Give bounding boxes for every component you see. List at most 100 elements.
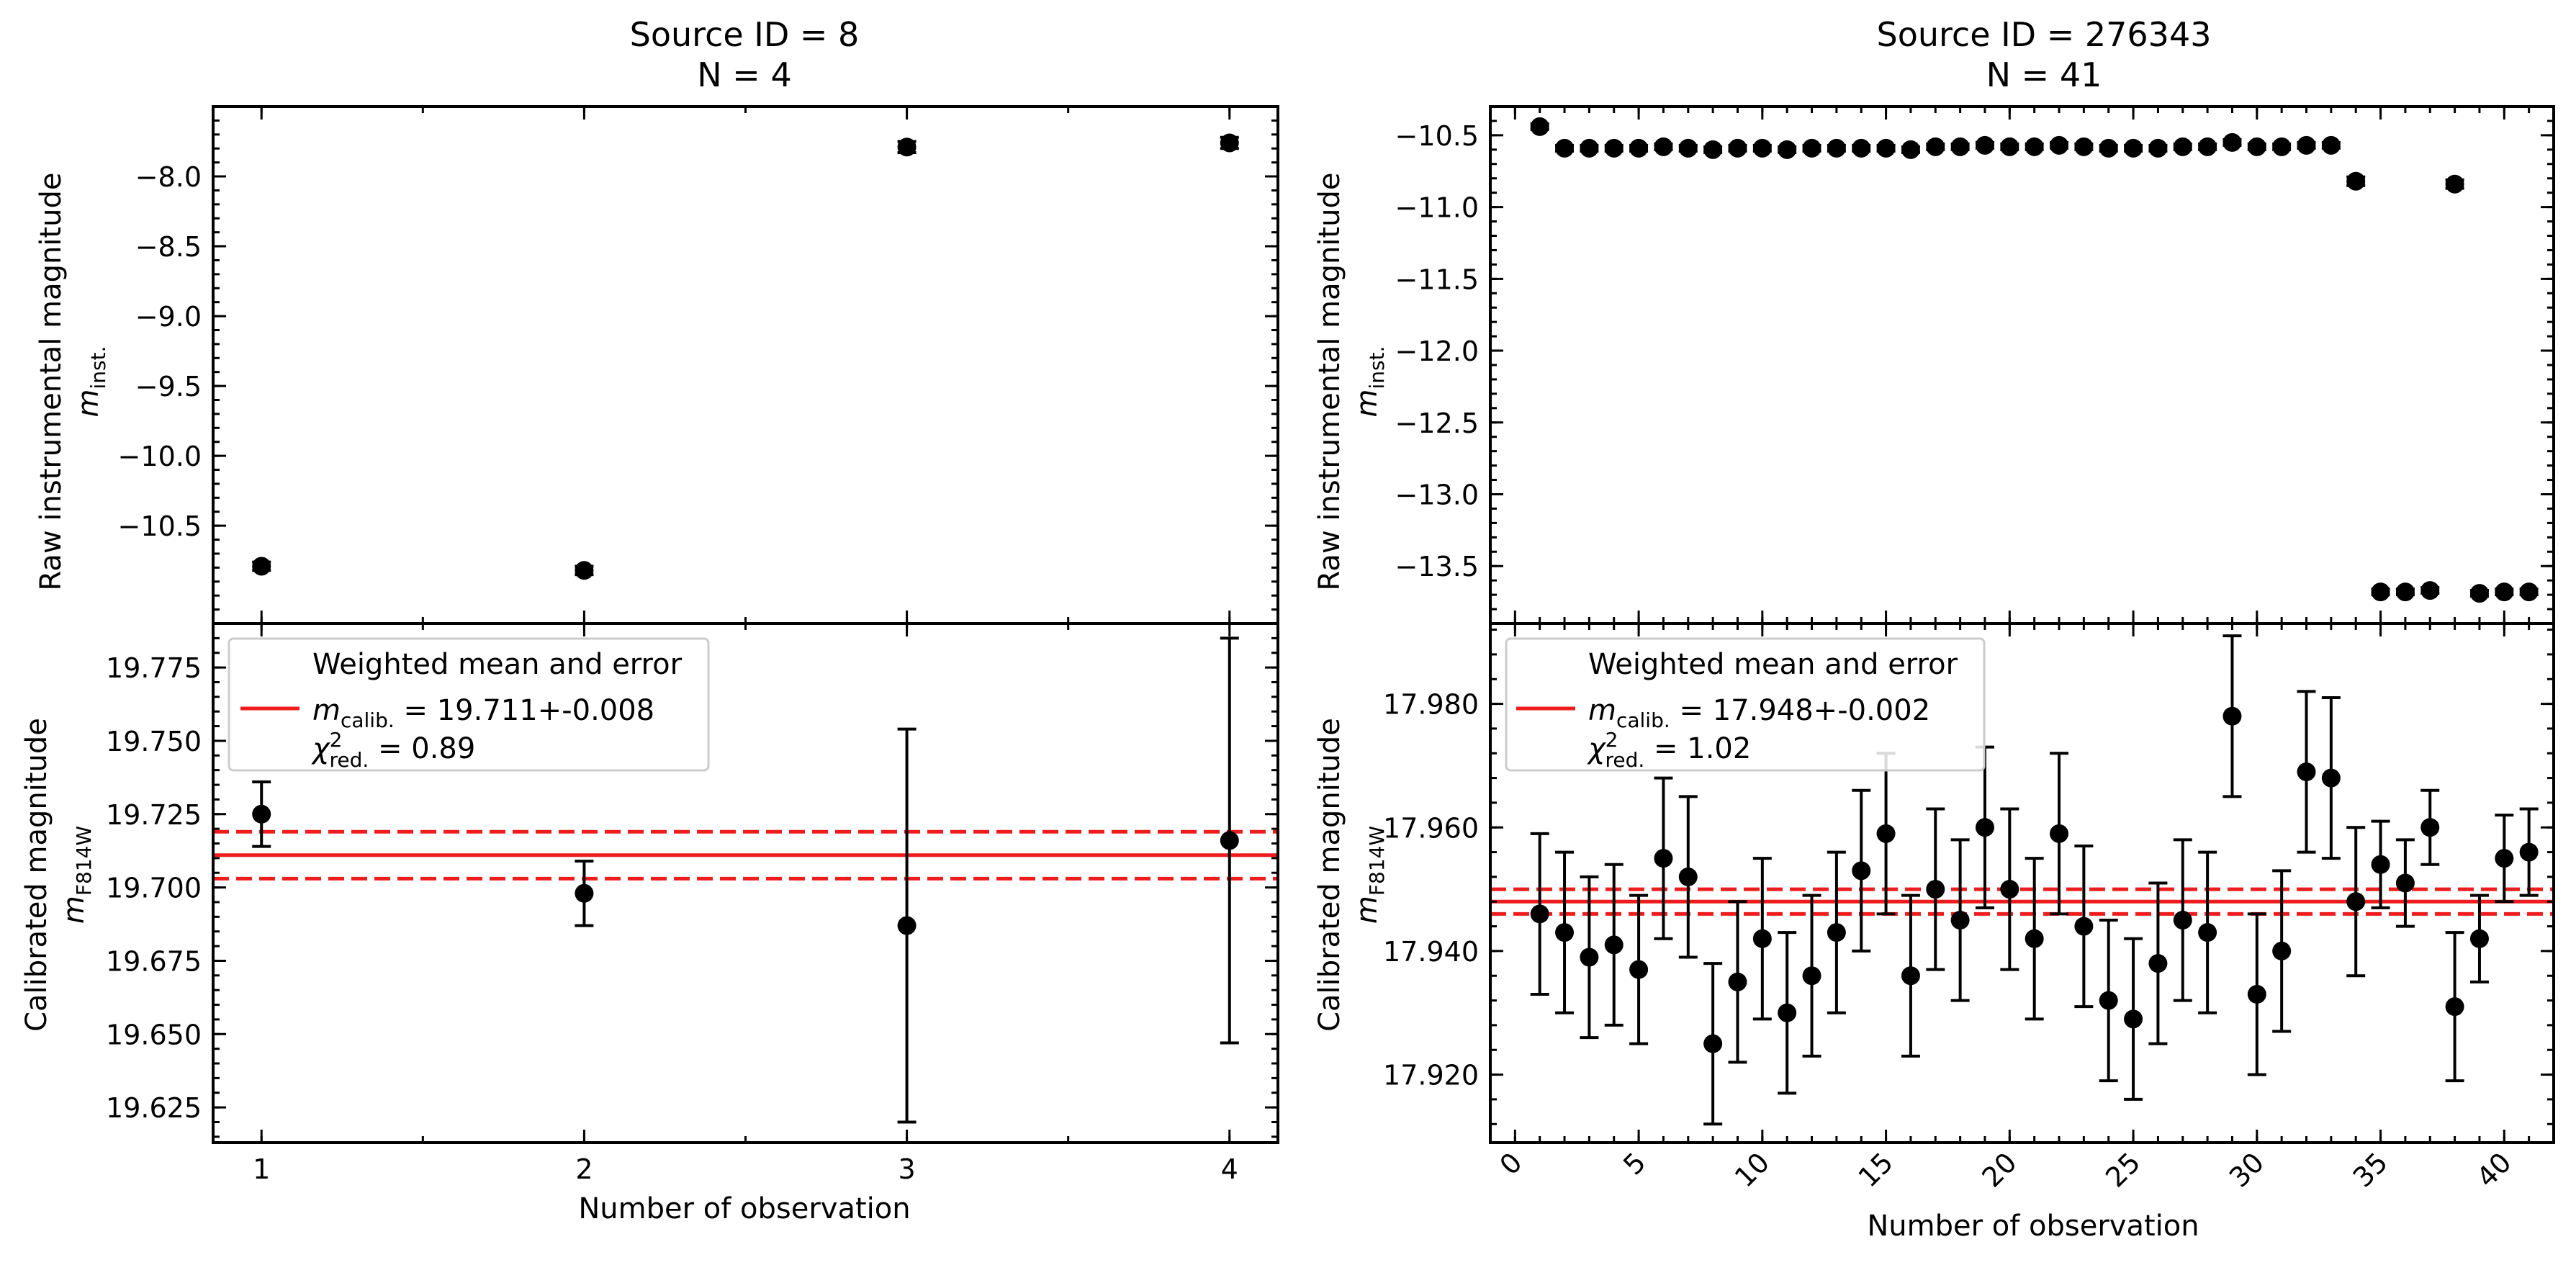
right-top-data-point bbox=[1852, 138, 1871, 158]
right-top-ylabel-line1: Raw instrumental magnitude bbox=[1313, 173, 1346, 591]
right-title-line1: Source ID = 276343 bbox=[1877, 15, 2212, 54]
right-legend: Weighted mean and error mcalib. = 17.948… bbox=[1505, 637, 1986, 772]
right-top-data-point bbox=[2321, 135, 2341, 155]
left-bottom-y-tick-label: 19.725 bbox=[106, 799, 202, 831]
right-top-data-point bbox=[2297, 135, 2316, 155]
right-top-data-point bbox=[1654, 137, 1673, 156]
right-bottom-data-point bbox=[2395, 873, 2415, 893]
right-bottom-data-point bbox=[2074, 917, 2094, 936]
right-bottom-data-point bbox=[2124, 1009, 2143, 1029]
right-bottom-data-point bbox=[1678, 867, 1698, 886]
right-bottom-data-point bbox=[1827, 923, 1846, 942]
left-bottom-x-tick-label: 2 bbox=[575, 1153, 593, 1185]
right-bottom-data-point bbox=[1580, 947, 1599, 967]
right-top-data-point bbox=[1950, 137, 1970, 156]
right-bottom-data-point bbox=[1555, 923, 1575, 942]
right-bottom-data-point bbox=[1728, 972, 1747, 991]
right-top-y-tick-label: −11.5 bbox=[1395, 264, 1479, 295]
left-legend-frame bbox=[228, 637, 710, 772]
left-legend: Weighted mean and error mcalib. = 19.711… bbox=[228, 637, 710, 772]
left-bottom-ylabel-line2: mF814W bbox=[58, 826, 96, 924]
right-bottom-y-tick-label: 17.940 bbox=[1383, 936, 1479, 968]
right-bottom-data-point bbox=[1629, 960, 1649, 979]
right-bottom-data-point bbox=[1950, 911, 1970, 929]
right-top-data-point bbox=[1678, 138, 1698, 158]
right-bottom-data-point bbox=[2148, 954, 2168, 973]
right-top-data-point bbox=[1778, 140, 1797, 159]
right-top-data-point bbox=[1752, 138, 1772, 158]
right-legend-chi-label: χ2 red. = 1.02 bbox=[1587, 728, 1751, 772]
left-bottom-y-tick-label: 19.700 bbox=[106, 873, 202, 904]
left-bottom-x-tick-label: 4 bbox=[1221, 1153, 1238, 1185]
left-bottom-x-tick-label: 1 bbox=[253, 1153, 270, 1185]
left-bottom-x-tick-label: 3 bbox=[898, 1153, 915, 1185]
left-top-data-point bbox=[897, 138, 917, 157]
right-top-data-point bbox=[2173, 137, 2192, 156]
left-legend-chi-label: χ2 red. = 0.89 bbox=[311, 728, 475, 772]
right-top-data-point bbox=[2371, 582, 2390, 602]
right-top-data-point bbox=[1827, 138, 1846, 158]
right-bottom-data-point bbox=[2223, 706, 2242, 726]
left-bottom-y-tick-label: 19.675 bbox=[106, 945, 202, 977]
right-top-data-point bbox=[2420, 581, 2440, 600]
right-legend-frame bbox=[1505, 637, 1986, 772]
left-legend-mean-label: mcalib. = 19.711+-0.008 bbox=[312, 694, 654, 732]
left-top-ylabel-line2: minst. bbox=[72, 346, 110, 418]
right-title-line2: N = 41 bbox=[1986, 55, 2102, 94]
right-top-data-point bbox=[1703, 140, 1723, 159]
right-bottom-data-point bbox=[1654, 849, 1673, 868]
right-bottom-data-point bbox=[1876, 824, 1896, 843]
right-bottom-axes-frame bbox=[1489, 622, 2555, 1144]
left-top-ylabel-line1: Raw instrumental magnitude bbox=[35, 173, 68, 591]
right-top-data-point bbox=[1629, 138, 1649, 158]
left-top-data-point bbox=[1220, 133, 1239, 153]
right-xlabel: Number of observation bbox=[1867, 1210, 2199, 1243]
left-xlabel: Number of observation bbox=[578, 1192, 910, 1225]
right-bottom-data-point bbox=[2025, 929, 2044, 948]
right-bottom-data-point bbox=[2495, 849, 2514, 868]
right-bottom-data-point bbox=[2297, 762, 2316, 781]
right-top-data-point bbox=[2074, 137, 2094, 156]
left-bottom-data-point bbox=[575, 883, 594, 903]
right-top-data-point bbox=[1901, 140, 1920, 159]
right-top-data-point bbox=[1728, 138, 1747, 158]
right-bottom-data-point bbox=[2099, 991, 2118, 1010]
left-panel: Source ID = 8 N = 4 Raw instrumental mag… bbox=[20, 15, 1279, 1225]
right-bottom-data-point bbox=[2445, 997, 2464, 1017]
right-top-data-point bbox=[2099, 138, 2118, 158]
right-legend-mean-label: mcalib. = 17.948+-0.002 bbox=[1588, 694, 1930, 732]
right-top-data-point bbox=[1926, 137, 1945, 156]
left-top-data-point bbox=[252, 557, 271, 576]
right-bottom-data-point bbox=[1703, 1034, 1723, 1053]
left-top-y-tick-label: −9.5 bbox=[135, 371, 202, 402]
right-bottom-ylabel: Calibrated magnitude mF814W bbox=[1313, 718, 1389, 1032]
right-bottom-data-point bbox=[2469, 929, 2489, 948]
right-bottom-data-point bbox=[2371, 855, 2390, 874]
right-top-data-point bbox=[2000, 137, 2019, 156]
left-title-line2: N = 4 bbox=[697, 55, 791, 94]
left-bottom-y-tick-label: 19.625 bbox=[106, 1092, 202, 1124]
right-top-data-point bbox=[2495, 582, 2514, 602]
right-bottom-y-tick-label: 17.980 bbox=[1383, 689, 1479, 721]
left-top-y-tick-label: −9.0 bbox=[135, 301, 202, 333]
right-bottom-data-point bbox=[1752, 929, 1772, 948]
right-top-data-point bbox=[1530, 117, 1549, 136]
right-bottom-data-point bbox=[1926, 880, 1945, 899]
right-top-data-point bbox=[2395, 582, 2415, 602]
right-bottom-data-point bbox=[2420, 818, 2440, 837]
right-top-data-point bbox=[1975, 135, 1994, 155]
right-bottom-data-point bbox=[1852, 861, 1871, 881]
right-top-y-tick-label: −12.5 bbox=[1395, 408, 1479, 439]
right-top-data-point bbox=[2272, 137, 2292, 156]
left-bottom-y-tick-label: 19.750 bbox=[106, 726, 202, 757]
right-top-data-point bbox=[2050, 135, 2069, 155]
right-top-data-point bbox=[2445, 174, 2464, 194]
right-bottom-data-point bbox=[1530, 904, 1549, 924]
right-bottom-data-point bbox=[2247, 985, 2266, 1004]
left-top-data-point bbox=[575, 561, 594, 580]
right-legend-title: Weighted mean and error bbox=[1588, 648, 1958, 681]
right-top-data-point bbox=[2198, 137, 2217, 156]
left-bottom-data-point bbox=[1220, 831, 1239, 850]
right-bottom-data-point bbox=[1901, 966, 1920, 986]
